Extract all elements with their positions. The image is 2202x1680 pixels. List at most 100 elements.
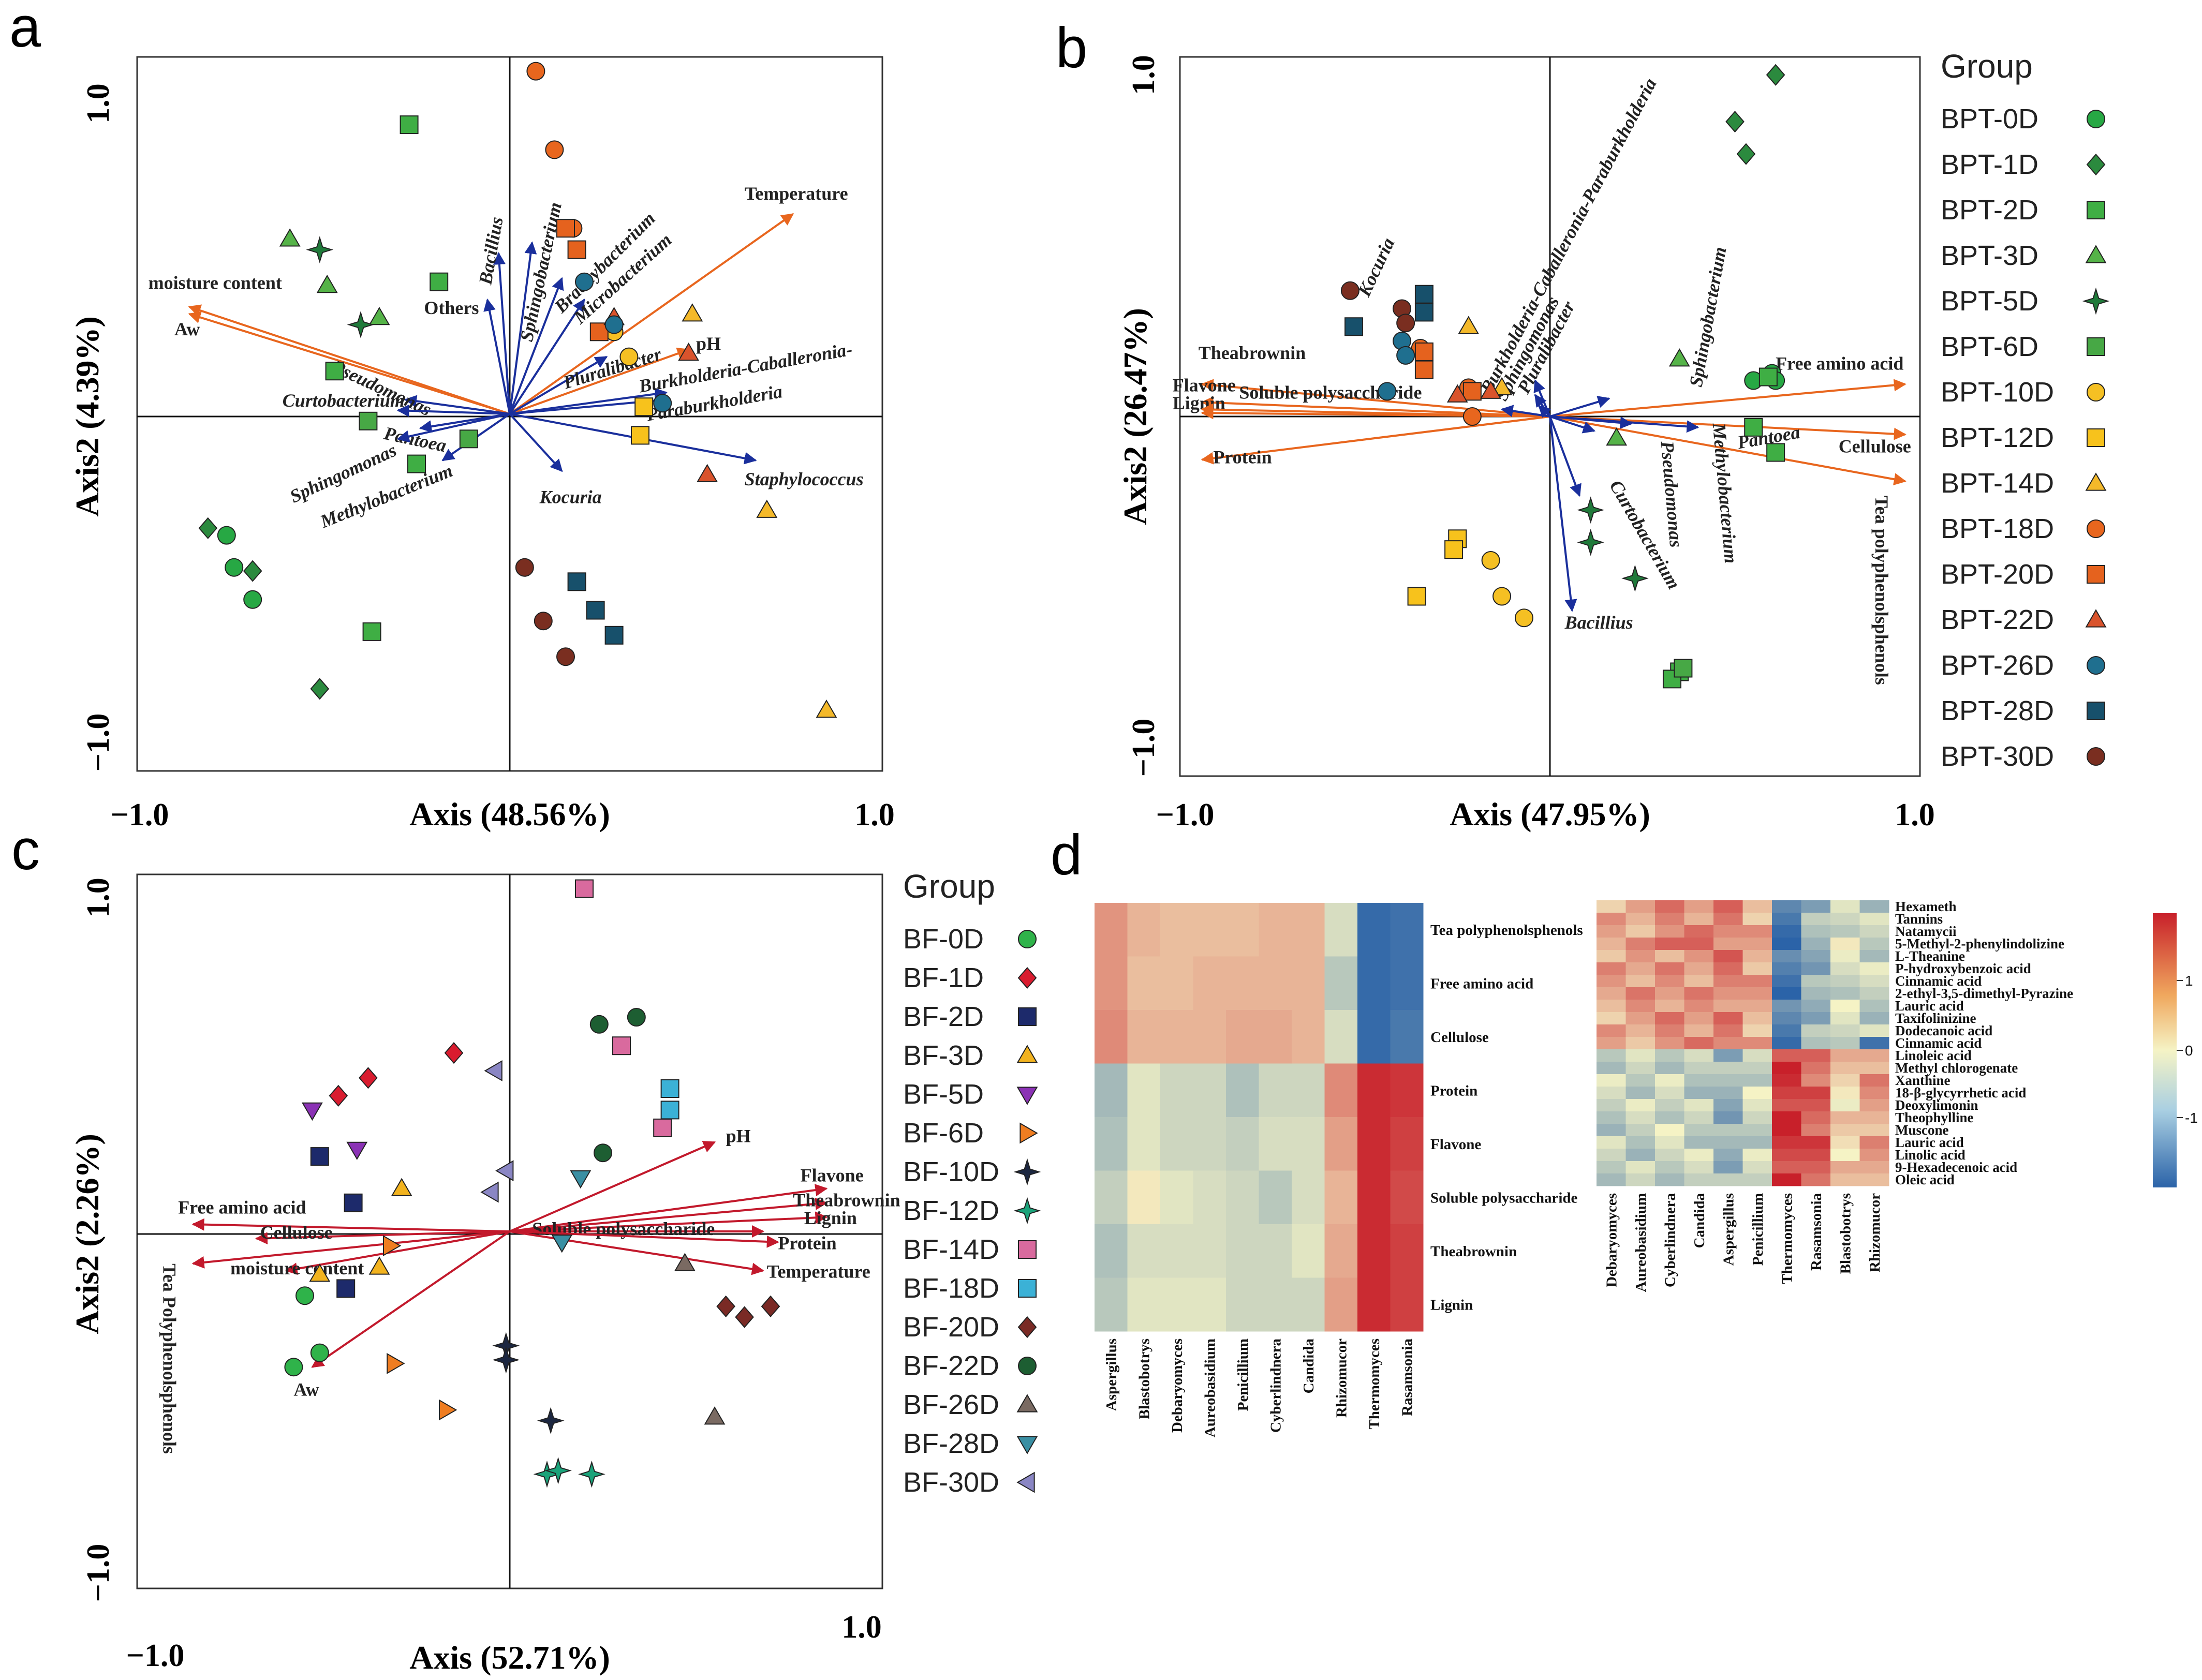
panel-a-vector-arrow — [509, 299, 585, 415]
heatmap-2-col-label: Rhizomucor — [1867, 1193, 1883, 1272]
heatmap-1-cell — [1160, 956, 1193, 1010]
heatmap-1-cell — [1292, 903, 1325, 957]
heatmap-2-row-label: Cinnamic acid — [1895, 1035, 1982, 1051]
heatmap-2-cell — [1801, 987, 1831, 1000]
heatmap-2-cell — [1830, 962, 1860, 975]
heatmap-2-cell — [1713, 1087, 1743, 1099]
heatmap-2-cell — [1655, 1099, 1684, 1112]
heatmap-2-row-label: L-Theanine — [1895, 948, 1965, 964]
heatmap-2-row-label: Cinnamic acid — [1895, 973, 1982, 989]
panel-b-vector-label: Pseudomonas — [1657, 440, 1687, 548]
heatmap-2-cell — [1625, 950, 1656, 963]
panel-c-point — [492, 1346, 520, 1374]
heatmap-1-cell — [1390, 903, 1424, 957]
panel-a-point — [756, 499, 778, 518]
heatmap-1-row-label: Free amino acid — [1430, 975, 1533, 992]
panel-a-vector-label: Kocuria — [539, 487, 602, 508]
panel-b-legend-label: BPT-2D — [1941, 195, 2038, 226]
panel-b-point — [1481, 551, 1500, 570]
panel-b-point — [1492, 587, 1512, 606]
heatmap-1-cell — [1324, 1277, 1358, 1332]
heatmap-1-cell — [1095, 1063, 1128, 1118]
panel-c-point — [387, 1352, 405, 1374]
heatmap-2-cell — [1684, 1074, 1714, 1087]
panel-b-legend-label: BPT-30D — [1941, 741, 2054, 772]
panel-c-legend-label: BF-2D — [903, 1001, 984, 1032]
panel-b-point — [1758, 367, 1778, 386]
heatmap-2-row-label: Dodecanoic acid — [1895, 1023, 1992, 1038]
heatmap-2-cell — [1830, 1037, 1860, 1050]
heatmap-2-cell — [1742, 913, 1772, 926]
heatmap-2-cell — [1625, 1149, 1656, 1162]
heatmap-1-row-label: Tea polyphenolsphenols — [1430, 922, 1583, 939]
heatmap-2-cell — [1830, 1087, 1860, 1099]
panel-a-point — [556, 647, 575, 666]
heatmap-2-cell — [1830, 1099, 1860, 1112]
panel-b-legend-marker — [2082, 287, 2110, 315]
heatmap-2-cell — [1713, 987, 1743, 1000]
heatmap-2-cell — [1742, 1173, 1772, 1186]
panel-b-legend-label: BPT-14D — [1941, 468, 2054, 499]
heatmap-2-row-label: Deoxylimonin — [1895, 1097, 1978, 1113]
heatmap-2-cell — [1655, 1062, 1684, 1075]
heatmap-2-cell — [1742, 1062, 1772, 1075]
heatmap-1-cell — [1259, 1117, 1292, 1171]
heatmap-2-cell — [1772, 925, 1801, 938]
heatmap-2-cell — [1801, 925, 1831, 938]
heatmap-2-cell — [1859, 1111, 1889, 1124]
panel-c-point — [329, 1084, 348, 1107]
colorbar-label-max: 1 — [2185, 973, 2193, 989]
panel-b-legend-title: Group — [1941, 48, 2033, 85]
panel-b-vector-arrow — [1549, 415, 1907, 486]
panel-c-point — [589, 1015, 609, 1034]
heatmap-1-col-label: Blastobotrys — [1136, 1339, 1152, 1419]
heatmap-2-cell — [1625, 1062, 1656, 1075]
panel-b-legend-marker — [2087, 428, 2105, 447]
heatmap-2-cell — [1684, 962, 1714, 975]
panel-a-point — [347, 311, 375, 338]
panel-b-vector-arrow — [1201, 379, 1550, 418]
heatmap-2-cell — [1597, 1000, 1626, 1013]
heatmap-2-cell — [1859, 1037, 1889, 1050]
heatmap-2-cell — [1713, 1024, 1743, 1037]
heatmap-2-cell — [1742, 1111, 1772, 1124]
heatmap-2-row-label: Lauric acid — [1895, 1135, 1964, 1150]
heatmap-1-cell — [1193, 1117, 1226, 1171]
panel-a-point — [279, 228, 301, 247]
heatmap-2-cell — [1597, 900, 1626, 913]
panel-b-point — [1621, 564, 1649, 592]
heatmap-1-cell — [1292, 1117, 1325, 1171]
heatmap-2-row-label: Xanthine — [1895, 1073, 1950, 1088]
panel-a-vector-arrow — [188, 311, 510, 415]
panel-c-vector-label: Theabrownin — [793, 1190, 900, 1211]
heatmap-2-cell — [1597, 938, 1626, 950]
panel-b-point — [1340, 281, 1359, 300]
heatmap-1-col-label: Penicillium — [1235, 1339, 1251, 1411]
panel-b-legend-label: BPT-5D — [1941, 286, 2038, 317]
heatmap-1-cell — [1193, 956, 1226, 1010]
panel-a-point — [316, 274, 338, 293]
panel-c-biplot: 1.0 −1.0 −1.0 1.0 Axis (52.71%) Axis2 (2… — [69, 868, 1041, 1676]
heatmap-1-cell — [1292, 1277, 1325, 1332]
heatmap-2-cell — [1655, 1074, 1684, 1087]
panel-a-x-tick-max: 1.0 — [854, 797, 895, 832]
heatmap-2-cell — [1830, 1000, 1860, 1013]
heatmap-2-cell — [1597, 1074, 1626, 1087]
heatmap-2-row-label: Linolic acid — [1895, 1147, 1965, 1163]
heatmap-2-cell — [1597, 925, 1626, 938]
panel-c-point — [716, 1295, 735, 1318]
heatmap-2-cell — [1713, 1124, 1743, 1137]
heatmap-2-cell — [1597, 1099, 1626, 1112]
heatmap-1-row-label: Theabrownin — [1430, 1243, 1517, 1260]
panel-a-points — [198, 62, 837, 718]
panel-b-vector-arrow — [1549, 415, 1596, 434]
panel-c-vector-label: Flavone — [801, 1165, 864, 1185]
panel-a-vector-arrow — [188, 304, 510, 415]
heatmap-2-cell — [1713, 900, 1743, 913]
heatmap-1: Tea polyphenolsphenols Free amino acid Cel… — [1095, 903, 1583, 1437]
heatmap-2-cell — [1859, 1124, 1889, 1137]
panel-c-point — [653, 1118, 672, 1137]
panel-c-point — [570, 1170, 592, 1189]
panel-c-legend-label: BF-6D — [903, 1118, 984, 1149]
heatmap-1-cell — [1193, 1170, 1226, 1225]
